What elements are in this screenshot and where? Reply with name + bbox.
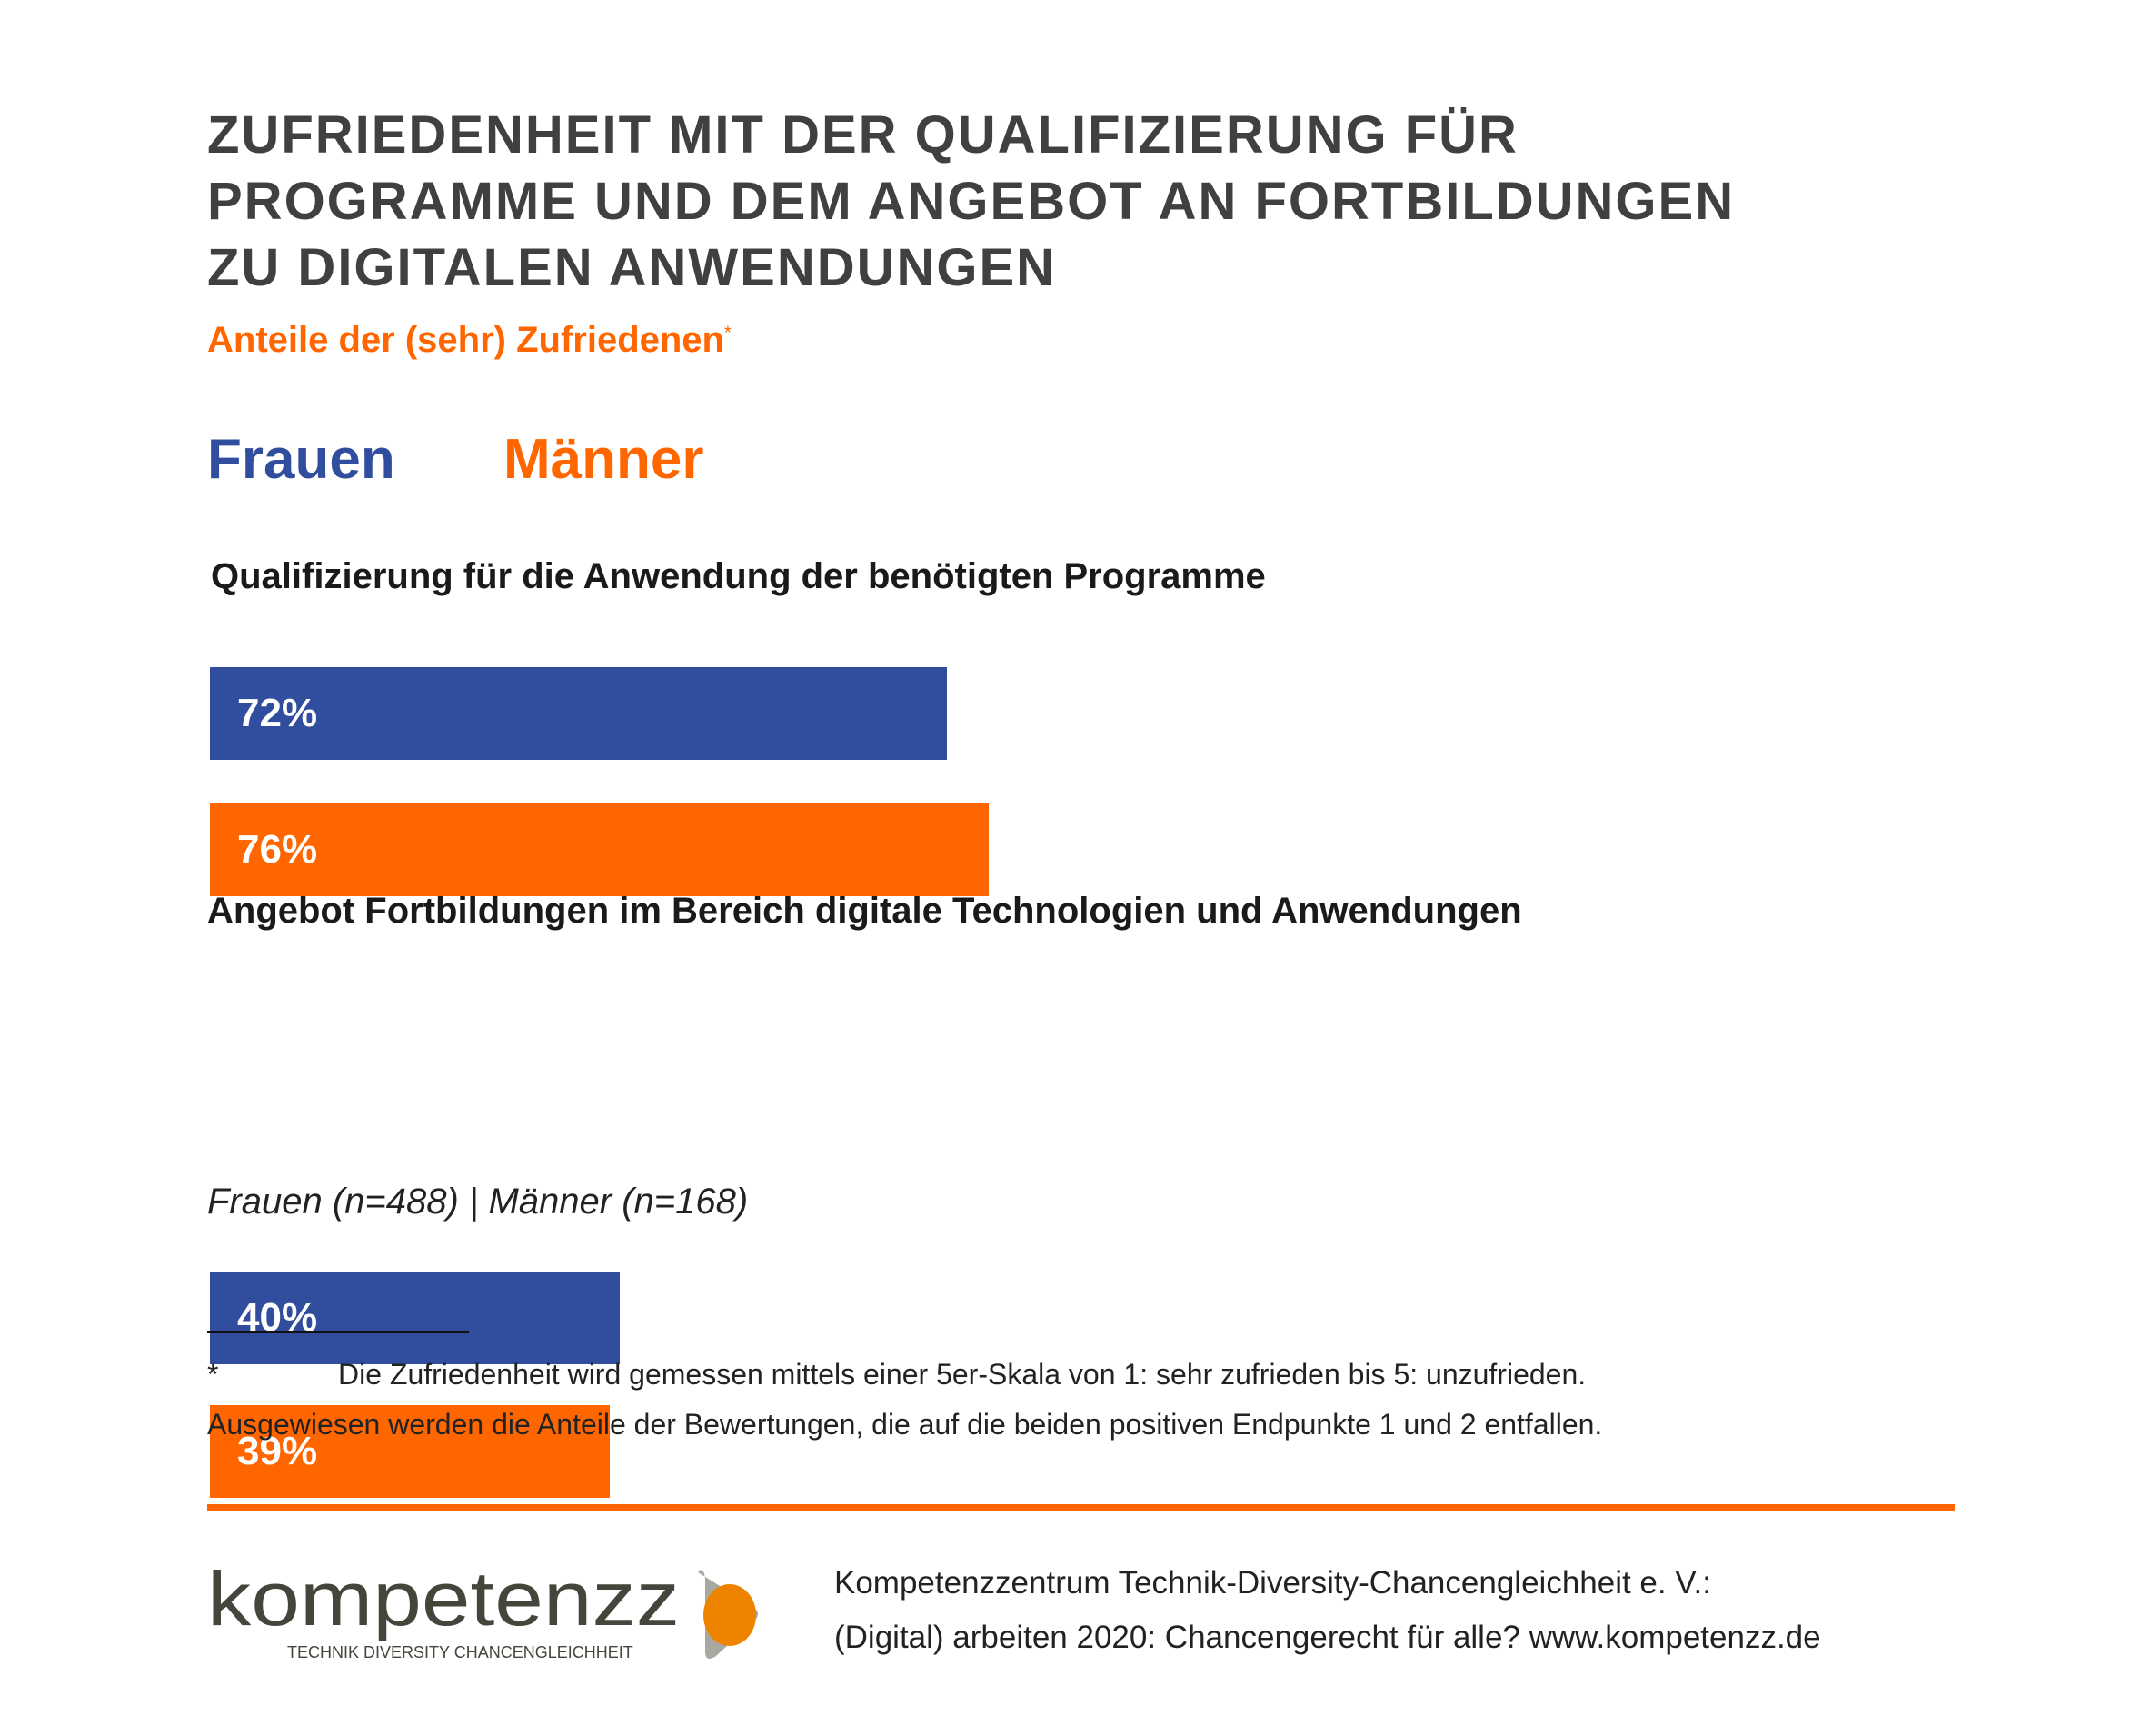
bar-value-label: 40% [237,1295,318,1340]
footnote-line: Ausgewiesen werden die Anteile der Bewer… [207,1408,1603,1441]
footnote-divider [207,1331,469,1333]
title-line: PROGRAMME UND DEM ANGEBOT AN FORTBILDUNG… [207,172,1736,231]
bar-maenner: 76% [210,803,989,896]
orange-divider [207,1504,1955,1511]
title-line: ZUFRIEDENHEIT MIT DER QUALIFIZIERUNG FÜR [207,105,1519,165]
footnote-mark: * [207,1358,219,1391]
chart-title: ZUFRIEDENHEIT MIT DER QUALIFIZIERUNG FÜR… [207,102,1735,301]
chart-subtitle: Anteile der (sehr) Zufriedenen* [207,320,732,361]
bar-value-label: 39% [237,1429,318,1473]
category-label: Angebot Fortbildungen im Bereich digital… [207,891,1522,931]
source-line: Kompetenzzentrum Technik-Diversity-Chanc… [834,1565,1711,1601]
bar-value-label: 76% [237,827,318,872]
footnote-line: Die Zufriedenheit wird gemessen mittels … [338,1358,1587,1391]
logo-wordmark: kompetenzz [207,1565,680,1641]
bar-frauen: 72% [210,667,948,760]
legend-frauen: Frauen [207,428,395,491]
footnote-marker: * [723,323,732,344]
sample-size-note: Frauen (n=488) | Männer (n=168) [207,1182,749,1222]
subtitle-text: Anteile der (sehr) Zufriedenen [207,320,724,360]
legend-maenner: Männer [503,428,704,491]
category-label: Qualifizierung für die Anwendung der ben… [211,556,1266,596]
bar-maenner: 39% [210,1405,610,1498]
bar-value-label: 72% [237,691,318,735]
title-line: ZU DIGITALEN ANWENDUNGEN [207,238,1057,297]
logo-tagline: TECHNIK DIVERSITY CHANCENGLEICHHEIT [287,1643,633,1661]
source-line: (Digital) arbeiten 2020: Chancengerecht … [834,1620,1821,1655]
bar-frauen: 40% [210,1272,620,1364]
kompetenzz-logo: kompetenzz TECHNIK DIVERSITY CHANCENGLEI… [207,1556,789,1665]
